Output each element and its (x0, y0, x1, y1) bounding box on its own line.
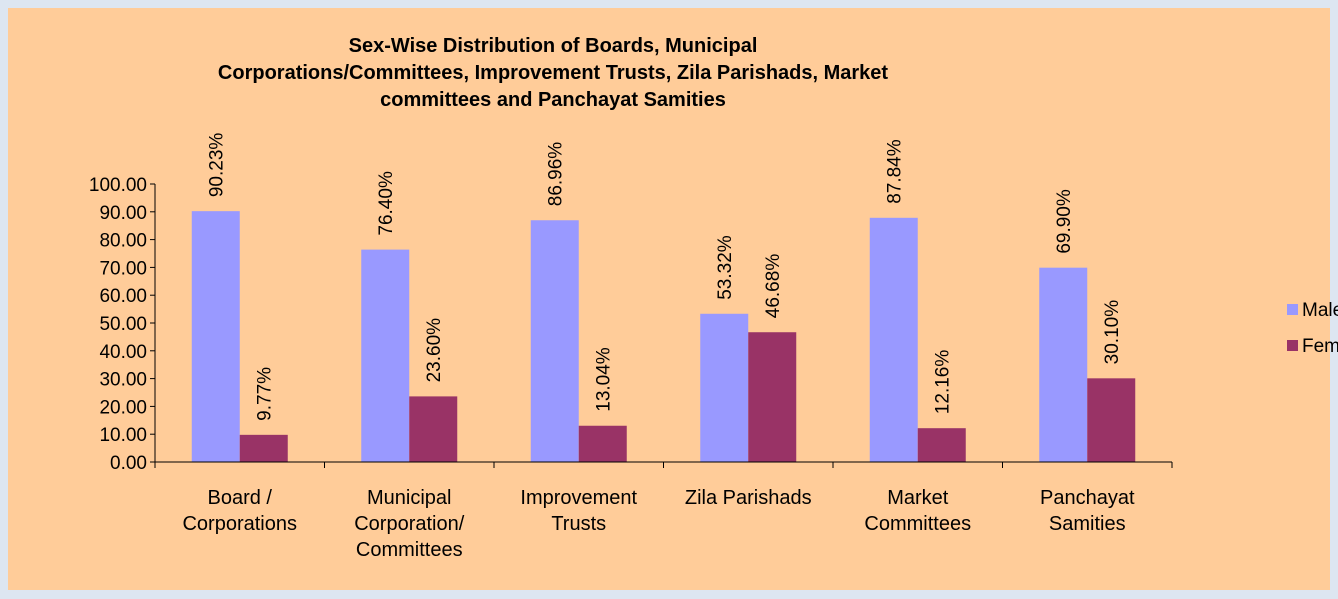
bar (1039, 267, 1088, 462)
bar (409, 396, 458, 462)
y-tick-label: 50.00 (99, 314, 147, 335)
bar (191, 211, 240, 462)
x-tick-label: Municipal Corporation/Committees (354, 487, 465, 561)
chart-title: Corporations/Committees, Improvement Tru… (218, 62, 889, 84)
x-tick-label: Market Committees (864, 487, 971, 535)
data-label: 90.23% (206, 133, 227, 198)
y-tick-label: 20.00 (99, 397, 147, 418)
y-tick-label: 60.00 (99, 286, 147, 307)
bar (1087, 378, 1136, 462)
bar (530, 220, 579, 462)
y-tick-label: 40.00 (99, 342, 147, 363)
y-tick-label: 70.00 (99, 258, 147, 279)
data-label: 23.60% (424, 318, 445, 383)
data-label: 30.10% (1102, 300, 1123, 365)
legend-label: Male (1302, 300, 1338, 321)
y-tick-label: 90.00 (99, 203, 147, 224)
data-label: 87.84% (884, 139, 905, 204)
y-tick-label: 0.00 (110, 453, 147, 474)
bar (239, 434, 288, 462)
y-tick-label: 100.00 (89, 175, 147, 196)
bar (748, 332, 797, 462)
y-tick-label: 30.00 (99, 370, 147, 391)
bar (700, 313, 749, 462)
legend-swatch (1287, 340, 1298, 351)
chart-title: committees and Panchayat Samities (380, 89, 726, 111)
y-tick-label: 10.00 (99, 425, 147, 446)
y-tick-label: 80.00 (99, 231, 147, 252)
legend-swatch (1287, 304, 1298, 315)
data-label: 86.96% (545, 142, 566, 207)
data-label: 12.16% (932, 350, 953, 415)
x-tick-label: Board / Corporations (182, 487, 297, 535)
data-label: 46.68% (763, 254, 784, 319)
data-label: 69.90% (1054, 189, 1075, 254)
legend-label: Female (1302, 336, 1338, 357)
data-label: 13.04% (593, 347, 614, 412)
bar (917, 428, 966, 462)
bar (869, 217, 918, 462)
data-label: 9.77% (254, 367, 275, 421)
x-tick-label: Panchayat Samities (1040, 487, 1135, 535)
data-label: 76.40% (376, 171, 397, 236)
bar (361, 249, 410, 462)
bar (578, 425, 627, 462)
data-label: 53.32% (715, 235, 736, 300)
chart-title: Sex-Wise Distribution of Boards, Municip… (349, 35, 758, 57)
x-tick-label: Improvement Trusts (520, 487, 637, 535)
x-tick-label: Zila Parishads (685, 487, 812, 509)
